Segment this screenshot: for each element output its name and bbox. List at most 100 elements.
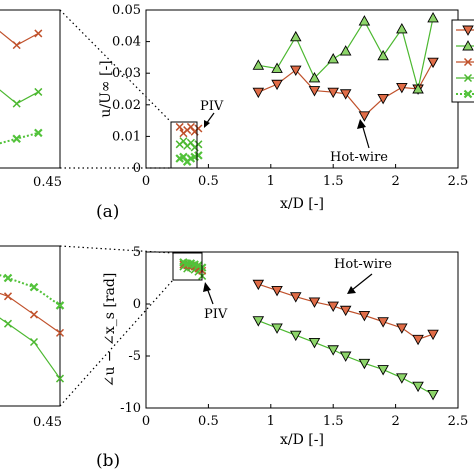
annotation-a-piv: PIV — [200, 99, 224, 114]
point-1-1-1 — [271, 323, 283, 334]
zoom-box-b — [172, 252, 203, 281]
axes-a-ticks: 0 0.5 1 1.5 2 2.5 0 0.01 0.02 0.03 0.04 0.05 — [112, 3, 468, 189]
point-0-1-1 — [271, 62, 283, 73]
panel-b: 0.45 0 0.5 1 1.5 2 2.5 5 0 -5 -10 x/D [-] ∠u − ∠x… — [0, 245, 468, 471]
point-1-1-5 — [339, 351, 352, 362]
axes-a-series — [175, 11, 439, 166]
point-0-1-3 — [308, 72, 321, 83]
point-0-1-2 — [289, 30, 302, 42]
xtick-label-0-5: 2.5 — [448, 174, 469, 189]
axes-b-ticks: 0 0.5 1 1.5 2 2.5 5 0 -5 -10 — [120, 245, 468, 429]
point-0-1-10 — [427, 11, 439, 23]
inset-b-tick: 0.45 — [33, 415, 62, 430]
legend-a-items — [456, 25, 474, 99]
ytick-label-1-0: 5 — [133, 245, 141, 260]
point-0-1-5 — [339, 45, 352, 56]
inset-point-1-3-5 — [55, 328, 65, 337]
inset-point-1-3-3 — [3, 292, 13, 301]
inset-point-1-3-4 — [29, 310, 39, 319]
point-1-1-4 — [327, 345, 339, 356]
xtick-label-0-0: 0 — [142, 174, 150, 189]
xtick-label-0-1: 0.5 — [198, 174, 219, 189]
legend-marker-4 — [463, 89, 473, 99]
point-0-1-9 — [412, 83, 424, 94]
inset-point-0-3-5 — [34, 87, 43, 96]
point-0-0-5 — [339, 89, 352, 100]
inset-point-0-2-4 — [12, 41, 21, 50]
axes-a-ylabel: u/U∞ [-] — [98, 60, 114, 117]
panel-a-label: (a) — [96, 202, 119, 222]
point-1-1-3 — [308, 338, 321, 349]
axes-a-xlabel: x/D [-] — [280, 196, 324, 212]
panel-b-label: (b) — [96, 451, 120, 471]
point-1-1-6 — [358, 358, 371, 370]
ytick-label-0-1: 0.01 — [112, 129, 141, 144]
inset-point-1-2-4 — [29, 337, 39, 347]
point-0-0-8 — [396, 82, 408, 94]
point-1-0-5 — [339, 305, 352, 317]
xtick-label-1-2: 1 — [267, 414, 275, 429]
inset-a-series — [0, 29, 43, 145]
legend-marker-1 — [462, 40, 474, 51]
inset-a-frame — [0, 9, 61, 169]
ytick-label-0-0: 0 — [133, 161, 141, 176]
inset-point-1-2-5 — [55, 374, 65, 383]
series-line-0-0 — [258, 61, 434, 117]
point-0-1-4 — [327, 53, 339, 64]
point-0-0-6 — [358, 111, 371, 122]
ytick-label-0-3: 0.03 — [112, 66, 141, 81]
legend-a — [451, 19, 474, 103]
point-0-0-7 — [377, 94, 389, 105]
point-1-1-9 — [412, 381, 424, 393]
zoom-connector-a-top — [59, 9, 172, 123]
zoom-box-a — [170, 121, 198, 169]
point-0-3-5 — [194, 140, 203, 149]
inset-line-1-2 — [0, 317, 61, 379]
point-0-0-10 — [427, 57, 439, 69]
point-0-1-0 — [252, 59, 265, 70]
point-0-0-4 — [327, 87, 339, 99]
point-1-0-3 — [308, 297, 321, 308]
axes-b-frame — [145, 251, 459, 409]
ytick-label-1-3: -10 — [120, 401, 141, 416]
annotation-b-hotwire-arrowhead — [347, 286, 356, 294]
inset-line-1-4 — [0, 274, 61, 307]
point-0-0-0 — [252, 87, 265, 99]
point-1-0-10 — [427, 329, 439, 341]
ytick-label-1-2: -5 — [128, 349, 141, 364]
point-1-0-0 — [252, 279, 265, 291]
point-1-1-10 — [427, 390, 439, 401]
panel-a: 0.45 0 0.5 1 1.5 2 2.5 0 0.01 0.02 0.03 0.04 0.05 x… — [0, 3, 474, 222]
inset-b-frame — [0, 245, 61, 407]
point-1-1-0 — [252, 316, 265, 327]
point-0-4-5 — [194, 151, 203, 160]
zoom-connector-b-top — [59, 245, 174, 254]
point-1-1-2 — [289, 330, 302, 342]
annotation-b-piv: PIV — [204, 307, 228, 322]
annotation-a-hotwire: Hot-wire — [330, 150, 388, 165]
ytick-label-0-4: 0.04 — [112, 35, 141, 50]
zoom-connector-b-bottom — [59, 279, 174, 407]
annotation-a-piv-arrowhead — [204, 120, 210, 128]
inset-point-0-4-5 — [34, 128, 43, 138]
point-1-0-1 — [271, 286, 283, 297]
annotation-b-piv-arrowhead — [203, 282, 211, 292]
xtick-label-1-1: 0.5 — [198, 414, 219, 429]
annotation-b-hotwire: Hot-wire — [334, 257, 392, 272]
inset-point-0-4-4 — [12, 134, 21, 144]
inset-line-0-4 — [0, 131, 39, 145]
point-0-0-2 — [289, 65, 302, 76]
annotation-a-hotwire-arrow — [361, 123, 370, 149]
ytick-label-1-1: 0 — [133, 297, 141, 312]
point-0-1-7 — [377, 49, 389, 61]
point-0-1-6 — [358, 15, 371, 26]
legend-marker-0 — [462, 25, 474, 36]
axes-b-ylabel: ∠u − ∠x_s [rad] — [102, 273, 118, 388]
xtick-label-1-3: 1.5 — [323, 414, 344, 429]
point-1-0-6 — [358, 310, 371, 322]
inset-point-1-2-3 — [3, 319, 13, 328]
legend-marker-2 — [463, 57, 473, 67]
point-0-2-5 — [194, 124, 203, 133]
annotation-a-hotwire-arrowhead — [357, 119, 366, 129]
